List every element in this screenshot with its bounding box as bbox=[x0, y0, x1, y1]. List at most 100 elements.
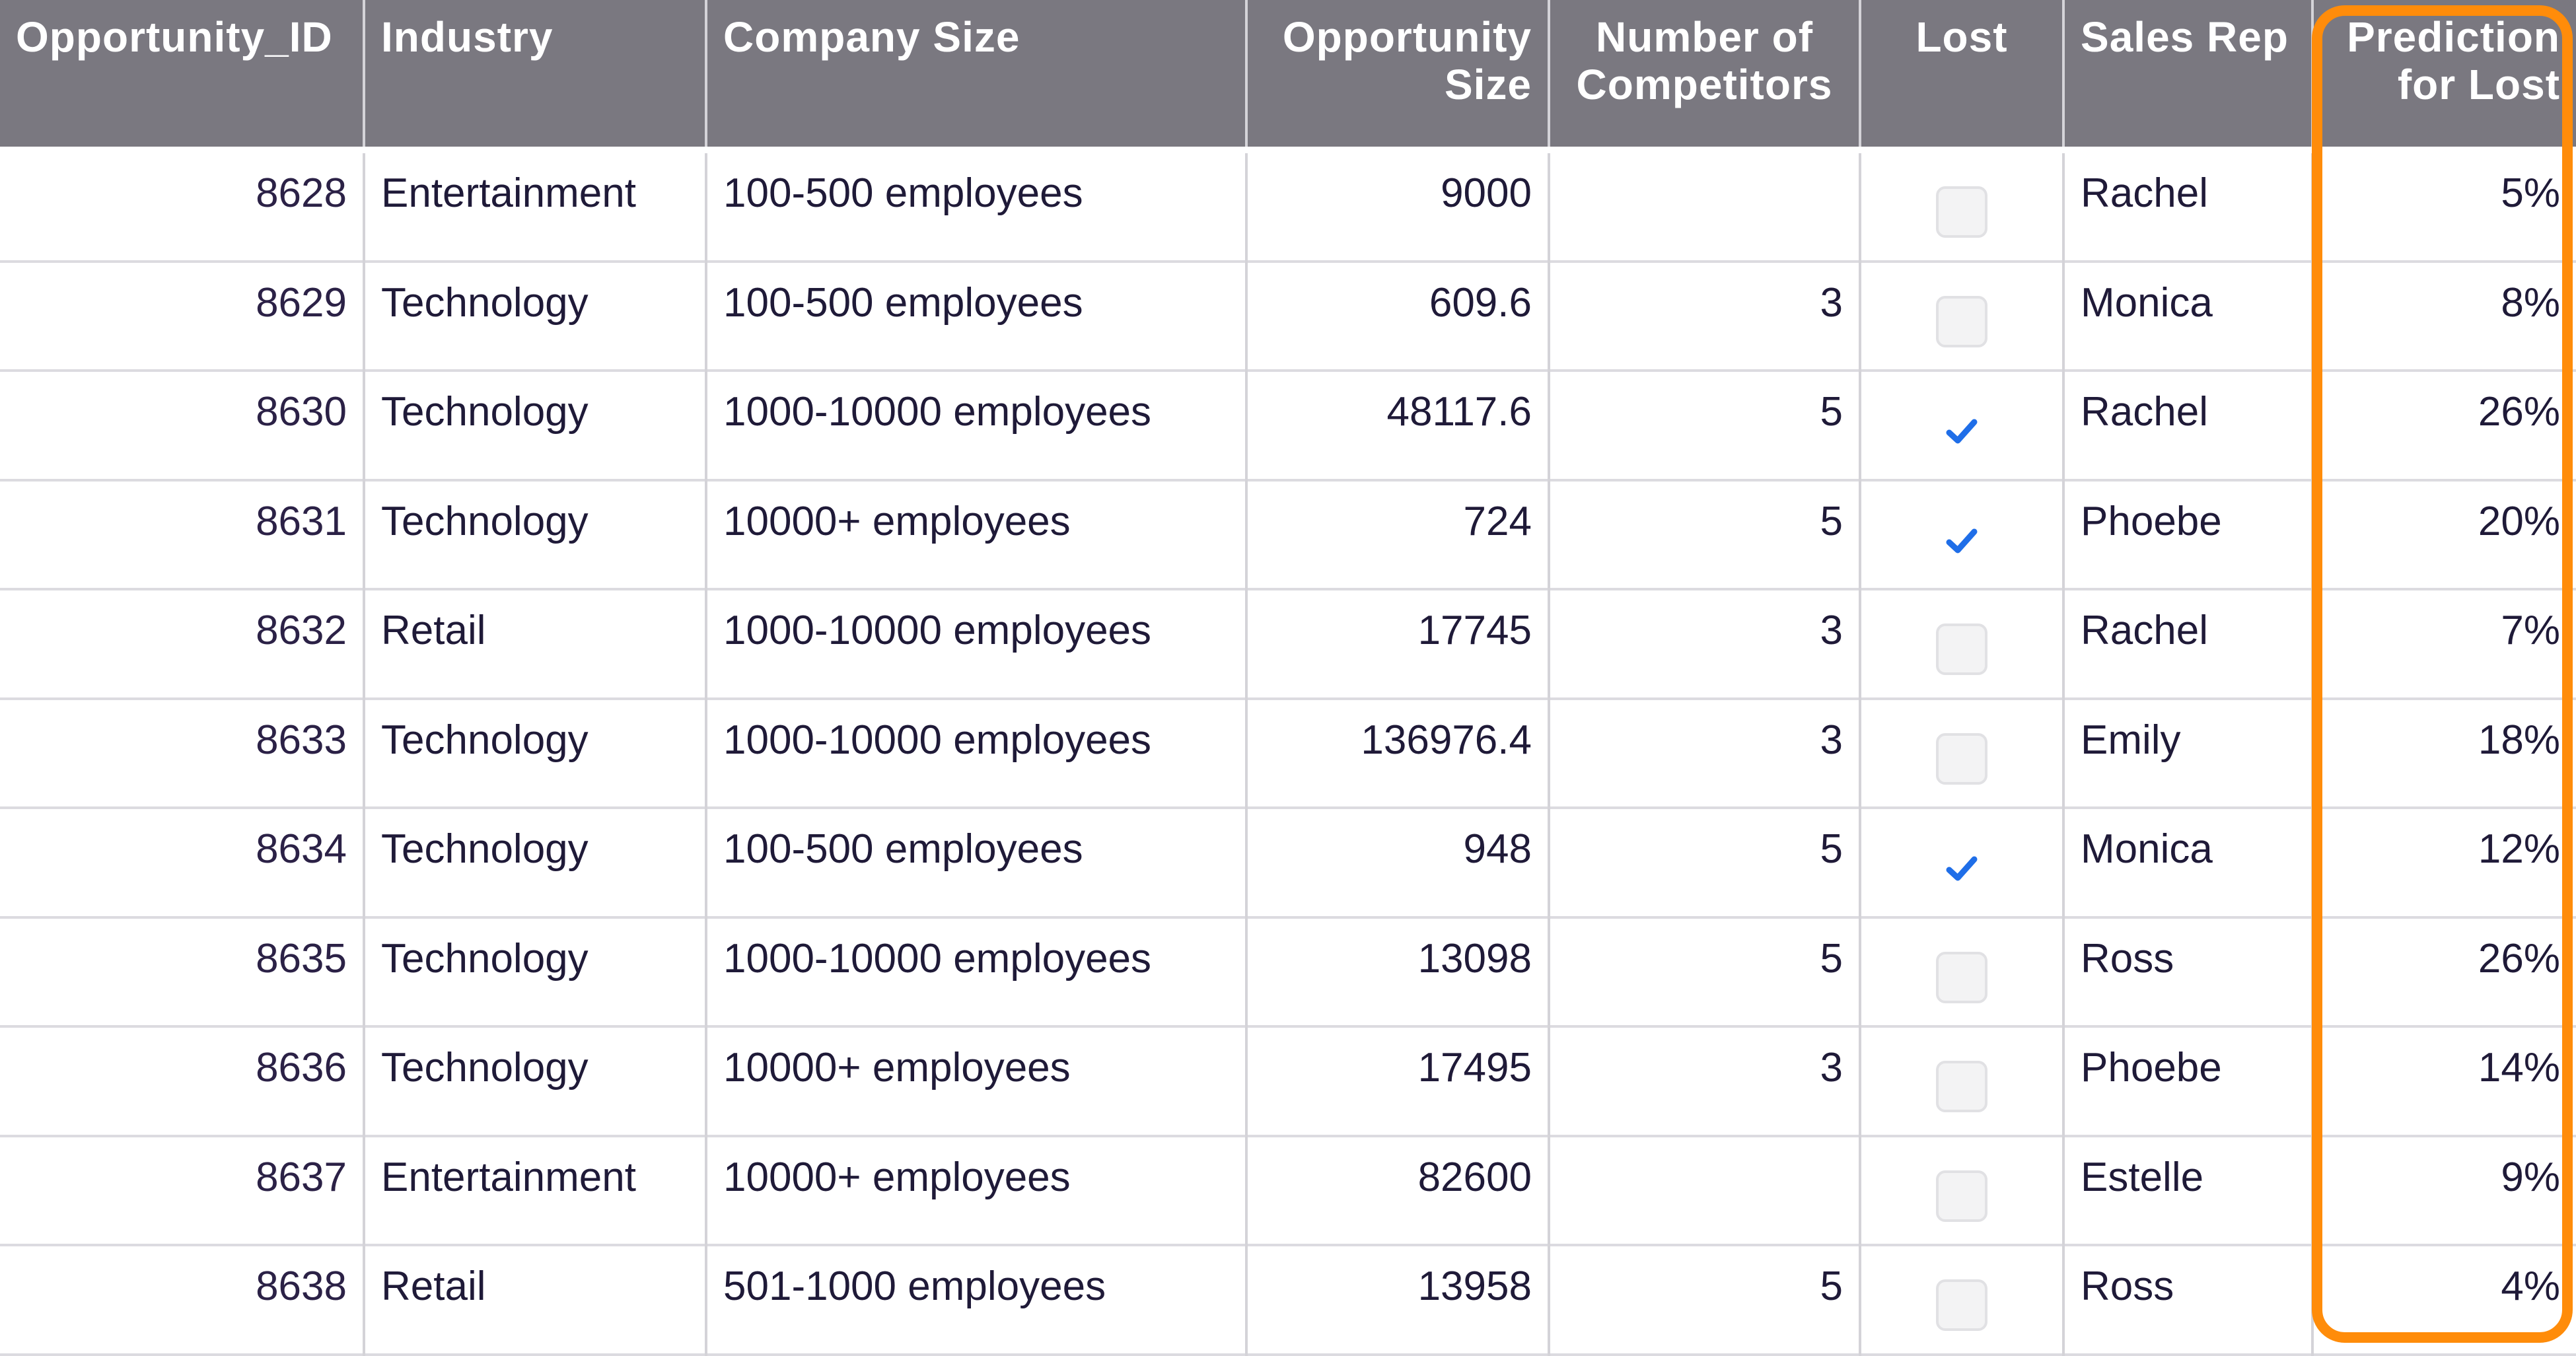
cell-industry[interactable]: Entertainment bbox=[365, 1137, 707, 1246]
cell-id[interactable]: 8629 bbox=[0, 262, 365, 372]
cell-industry[interactable]: Technology bbox=[365, 372, 707, 482]
cell-sales-rep[interactable]: Ross bbox=[2065, 918, 2314, 1028]
cell-opp-size[interactable]: 724 bbox=[1248, 481, 1550, 590]
cell-opp-size[interactable]: 48117.6 bbox=[1248, 372, 1550, 482]
table-row[interactable]: 8635 Technology 1000-10000 employees 13098 5… bbox=[0, 918, 2576, 1028]
cell-company-size[interactable]: 10000+ employees bbox=[707, 1137, 1248, 1246]
table-row[interactable]: 8637 Entertainment 10000+ employees 82600 Es… bbox=[0, 1137, 2576, 1247]
cell-competitors[interactable]: 3 bbox=[1550, 699, 1861, 809]
cell-company-size[interactable]: 10000+ employees bbox=[707, 1028, 1248, 1137]
cell-company-size[interactable]: 100-500 employees bbox=[707, 153, 1248, 263]
cell-prediction[interactable]: 20% bbox=[2314, 482, 2576, 591]
cell-company-size[interactable]: 1000-10000 employees bbox=[707, 918, 1248, 1028]
cell-opp-size[interactable]: 136976.4 bbox=[1248, 699, 1550, 809]
cell-prediction[interactable]: 9% bbox=[2314, 1137, 2576, 1247]
cell-lost[interactable] bbox=[1861, 153, 2065, 263]
cell-lost[interactable] bbox=[1861, 809, 2065, 919]
cell-prediction[interactable]: 18% bbox=[2314, 700, 2576, 810]
cell-company-size[interactable]: 10000+ employees bbox=[707, 481, 1248, 590]
cell-id[interactable]: 8635 bbox=[0, 918, 365, 1028]
cell-company-size[interactable]: 1000-10000 employees bbox=[707, 590, 1248, 700]
cell-competitors[interactable]: 3 bbox=[1550, 590, 1861, 700]
cell-lost[interactable] bbox=[1861, 918, 2065, 1028]
cell-sales-rep[interactable]: Estelle bbox=[2065, 1137, 2314, 1246]
cell-id[interactable]: 8638 bbox=[0, 1246, 365, 1356]
cell-id[interactable]: 8636 bbox=[0, 1028, 365, 1137]
cell-id[interactable]: 8633 bbox=[0, 699, 365, 809]
cell-sales-rep[interactable]: Rachel bbox=[2065, 372, 2314, 482]
column-header-lost[interactable]: Lost bbox=[1861, 0, 2065, 147]
cell-lost[interactable] bbox=[1861, 590, 2065, 700]
cell-industry[interactable]: Technology bbox=[365, 262, 707, 372]
table-row[interactable]: 8632 Retail 1000-10000 employees 17745 3 Rach… bbox=[0, 590, 2576, 700]
cell-opp-size[interactable]: 9000 bbox=[1248, 153, 1550, 263]
cell-competitors[interactable]: 5 bbox=[1550, 481, 1861, 590]
cell-id[interactable]: 8634 bbox=[0, 809, 365, 919]
cell-id[interactable]: 8637 bbox=[0, 1137, 365, 1246]
cell-industry[interactable]: Technology bbox=[365, 481, 707, 590]
cell-id[interactable]: 8628 bbox=[0, 153, 365, 263]
cell-company-size[interactable]: 501-1000 employees bbox=[707, 1246, 1248, 1356]
empty-checkbox-icon[interactable] bbox=[1936, 1061, 1987, 1112]
cell-lost[interactable] bbox=[1861, 699, 2065, 809]
empty-checkbox-icon[interactable] bbox=[1936, 1170, 1987, 1222]
cell-sales-rep[interactable]: Emily bbox=[2065, 699, 2314, 809]
column-header-id[interactable]: Opportunity_ID bbox=[0, 0, 365, 147]
empty-checkbox-icon[interactable] bbox=[1936, 1279, 1987, 1331]
cell-id[interactable]: 8630 bbox=[0, 372, 365, 482]
checkmark-icon[interactable] bbox=[1936, 515, 1987, 566]
cell-competitors[interactable] bbox=[1550, 1137, 1861, 1246]
column-header-opp-size[interactable]: Opportunity Size bbox=[1248, 0, 1550, 147]
empty-checkbox-icon[interactable] bbox=[1936, 186, 1987, 238]
table-row[interactable]: 8638 Retail 501-1000 employees 13958 5 Ross 4% bbox=[0, 1246, 2576, 1356]
cell-sales-rep[interactable]: Rachel bbox=[2065, 590, 2314, 700]
cell-competitors[interactable] bbox=[1550, 153, 1861, 263]
cell-opp-size[interactable]: 609.6 bbox=[1248, 262, 1550, 372]
cell-industry[interactable]: Retail bbox=[365, 1246, 707, 1356]
cell-industry[interactable]: Technology bbox=[365, 1028, 707, 1137]
cell-competitors[interactable]: 5 bbox=[1550, 1246, 1861, 1356]
cell-prediction[interactable]: 8% bbox=[2314, 263, 2576, 373]
column-header-competitors[interactable]: Number of Competitors bbox=[1550, 0, 1861, 147]
column-header-sales-rep[interactable]: Sales Rep bbox=[2065, 0, 2314, 147]
table-row[interactable]: 8631 Technology 10000+ employees 724 5 Phoebe… bbox=[0, 481, 2576, 591]
cell-lost[interactable] bbox=[1861, 1246, 2065, 1356]
table-row[interactable]: 8636 Technology 10000+ employees 17495 3 Phoe… bbox=[0, 1028, 2576, 1137]
cell-opp-size[interactable]: 82600 bbox=[1248, 1137, 1550, 1246]
cell-company-size[interactable]: 1000-10000 employees bbox=[707, 372, 1248, 482]
cell-competitors[interactable]: 3 bbox=[1550, 1028, 1861, 1137]
column-header-company-size[interactable]: Company Size bbox=[707, 0, 1248, 147]
cell-prediction[interactable]: 14% bbox=[2314, 1028, 2576, 1137]
cell-lost[interactable] bbox=[1861, 1028, 2065, 1137]
cell-opp-size[interactable]: 13958 bbox=[1248, 1246, 1550, 1356]
empty-checkbox-icon[interactable] bbox=[1936, 295, 1987, 347]
cell-prediction[interactable]: 26% bbox=[2314, 919, 2576, 1028]
cell-sales-rep[interactable]: Monica bbox=[2065, 262, 2314, 372]
cell-opp-size[interactable]: 13098 bbox=[1248, 918, 1550, 1028]
cell-opp-size[interactable]: 948 bbox=[1248, 809, 1550, 919]
empty-checkbox-icon[interactable] bbox=[1936, 624, 1987, 675]
cell-sales-rep[interactable]: Phoebe bbox=[2065, 481, 2314, 590]
cell-company-size[interactable]: 100-500 employees bbox=[707, 262, 1248, 372]
cell-competitors[interactable]: 5 bbox=[1550, 372, 1861, 482]
cell-prediction[interactable]: 7% bbox=[2314, 590, 2576, 700]
cell-prediction[interactable]: 12% bbox=[2314, 809, 2576, 919]
cell-sales-rep[interactable]: Monica bbox=[2065, 809, 2314, 919]
table-row[interactable]: 8634 Technology 100-500 employees 948 5 Monic… bbox=[0, 809, 2576, 919]
cell-lost[interactable] bbox=[1861, 481, 2065, 590]
cell-sales-rep[interactable]: Rachel bbox=[2065, 153, 2314, 263]
cell-industry[interactable]: Technology bbox=[365, 918, 707, 1028]
cell-sales-rep[interactable]: Phoebe bbox=[2065, 1028, 2314, 1137]
table-row[interactable]: 8633 Technology 1000-10000 employees 136976… bbox=[0, 699, 2576, 810]
cell-id[interactable]: 8632 bbox=[0, 590, 365, 700]
cell-opp-size[interactable]: 17495 bbox=[1248, 1028, 1550, 1137]
cell-industry[interactable]: Technology bbox=[365, 699, 707, 809]
table-row[interactable]: 8629 Technology 100-500 employees 609.6 3 Mon… bbox=[0, 262, 2576, 373]
cell-lost[interactable] bbox=[1861, 262, 2065, 372]
checkmark-icon[interactable] bbox=[1936, 405, 1987, 456]
column-header-industry[interactable]: Industry bbox=[365, 0, 707, 147]
cell-lost[interactable] bbox=[1861, 1137, 2065, 1246]
cell-competitors[interactable]: 5 bbox=[1550, 809, 1861, 919]
table-row[interactable]: 8628 Entertainment 100-500 employees 9000 Ra… bbox=[0, 153, 2576, 263]
cell-industry[interactable]: Entertainment bbox=[365, 153, 707, 263]
